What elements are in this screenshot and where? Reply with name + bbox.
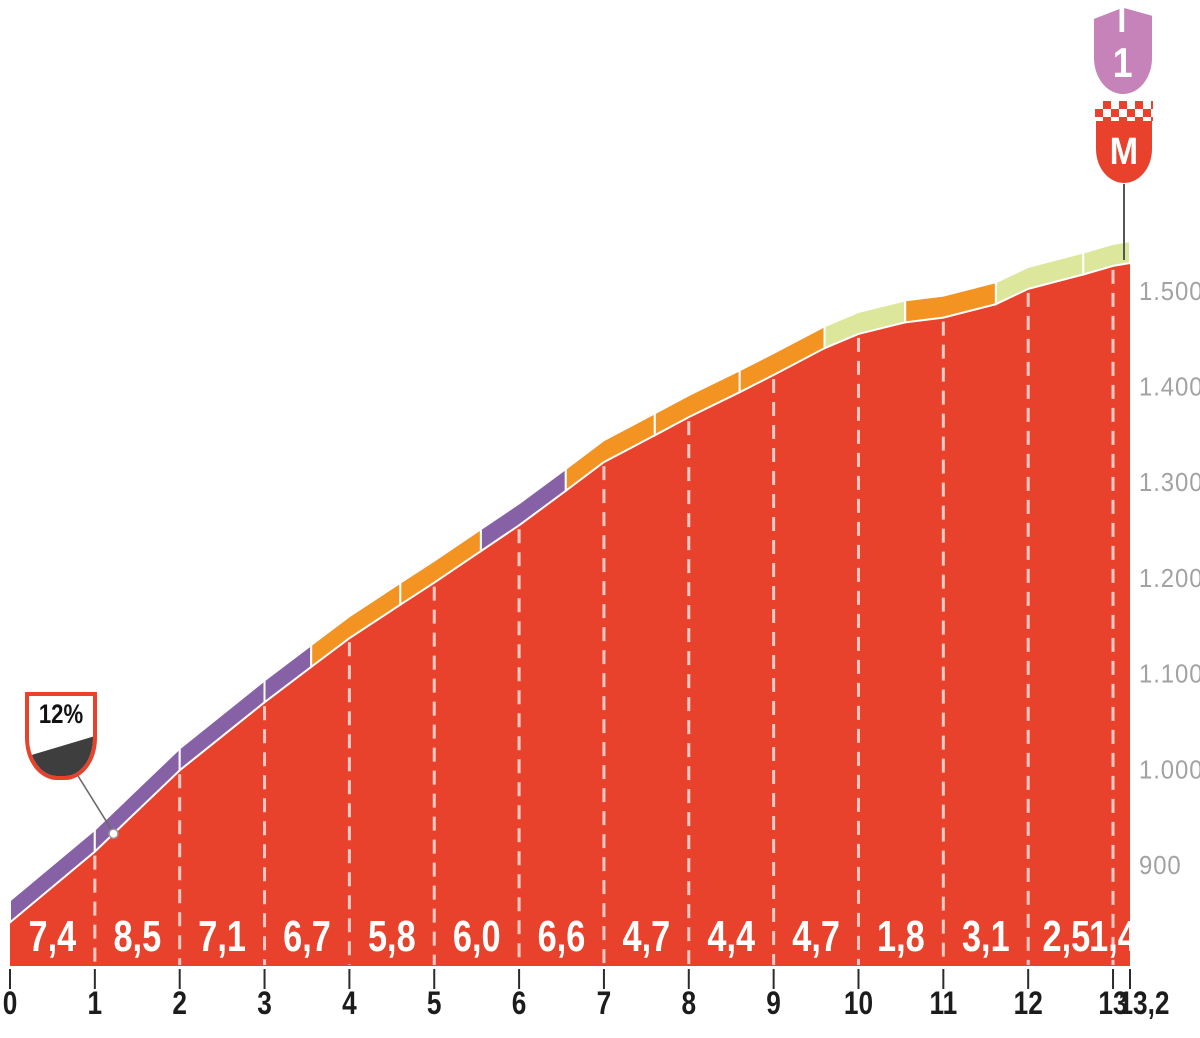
elevation-tick-label: 1.400 — [1139, 373, 1200, 402]
km-tick-label: 10 — [844, 987, 873, 1022]
km-tick-label: 7 — [597, 987, 612, 1022]
elevation-tick-label: 900 — [1139, 851, 1182, 880]
gradient-value-label: 7,1 — [198, 912, 246, 961]
km-tick-label: 1 — [88, 987, 103, 1022]
elevation-tick-label: 1.300 — [1139, 468, 1200, 497]
gradient-value-label: 3,1 — [962, 912, 1010, 961]
steepness-value: 12% — [38, 699, 84, 729]
gradient-value-label: 7,4 — [29, 912, 77, 961]
km-tick-label: 0 — [3, 987, 18, 1022]
category-shield: 1 — [1094, 32, 1152, 94]
km-tick-label: 12 — [1014, 987, 1043, 1022]
elevation-label-group: 900 1.000 1.100 1.200 1.300 1.400 1.500 — [1139, 277, 1200, 880]
gradient-band-green — [1082, 239, 1131, 276]
elevation-tick-label: 1.100 — [1139, 660, 1200, 689]
km-tick-label: 2 — [172, 987, 187, 1022]
km-tick-label: 5 — [427, 987, 442, 1022]
gradient-value-label: 4,4 — [707, 912, 755, 961]
steepness-callout-badge: 12% — [25, 692, 97, 780]
gradient-value-label: 6,7 — [283, 912, 331, 961]
gradient-value-label: 4,7 — [792, 912, 840, 961]
km-tick-label: 13 — [1098, 987, 1127, 1022]
gradient-label-group: 7,4 8,5 7,1 6,7 5,8 6,0 6,6 4,7 4,4 4,7 1,8 3,1 2,51… — [29, 912, 1137, 961]
gradient-value-label: 6,0 — [453, 912, 501, 961]
profile-area — [10, 263, 1130, 966]
callout-anchor-dot — [108, 828, 119, 839]
km-tick-label: 4 — [342, 987, 357, 1022]
km-divider-group — [93, 269, 1115, 965]
km-tick-label: 3 — [257, 987, 272, 1022]
km-tick-label: 6 — [512, 987, 527, 1022]
gradient-value-label: 8,5 — [113, 912, 161, 961]
gradient-value-label: 1,4 — [1089, 912, 1137, 961]
gradient-band-group — [9, 239, 1131, 925]
summit-finish-badge: M — [1094, 101, 1154, 183]
gradient-value-label: 4,7 — [623, 912, 671, 961]
gradient-value-label: 1,8 — [877, 912, 925, 961]
km-tick-label: 13,2 — [1118, 987, 1169, 1022]
gradient-value-label: 6,6 — [538, 912, 586, 961]
category-flag-icon — [1094, 8, 1152, 34]
km-tick-label: 9 — [766, 987, 781, 1022]
slope-icon — [29, 736, 93, 776]
summit-label: M — [1109, 130, 1139, 173]
gradient-value-label: 2,5 — [1043, 912, 1091, 961]
category-1-badge: 1 — [1093, 8, 1153, 94]
km-tick-label: 8 — [682, 987, 697, 1022]
km-tick-label: 11 — [929, 987, 957, 1022]
elevation-tick-label: 1.500 — [1139, 277, 1200, 306]
elevation-tick-label: 1.000 — [1139, 755, 1200, 784]
finish-checkered-icon — [1095, 101, 1153, 121]
gradient-value-label: 5,8 — [368, 912, 416, 961]
profile-area-group — [10, 263, 1130, 966]
finish-flag-pole — [1123, 184, 1125, 260]
summit-shield: M — [1096, 121, 1152, 183]
elevation-tick-label: 1.200 — [1139, 564, 1200, 593]
category-label: 1 — [1113, 39, 1133, 86]
